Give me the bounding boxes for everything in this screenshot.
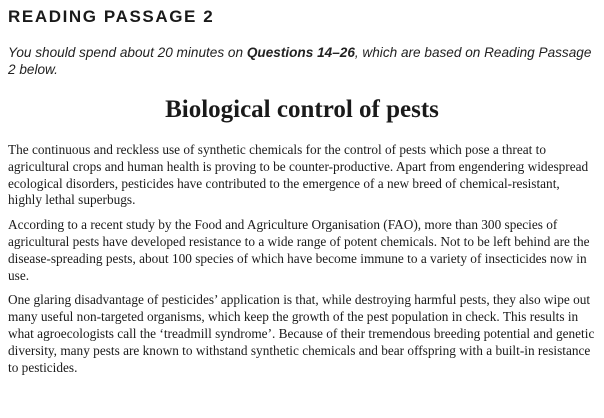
section-heading: READING PASSAGE 2	[8, 7, 215, 26]
instructions-text: You should spend about 20 minutes on Que…	[8, 44, 596, 78]
instructions-before: You should spend about 20 minutes on	[8, 45, 247, 60]
passage-paragraph-3: One glaring disadvantage of pesticides’ …	[8, 292, 595, 375]
passage-paragraph-2: According to a recent study by the Food …	[8, 217, 590, 283]
instructions-after: , which are based on Reading Passage 2 b…	[8, 45, 592, 77]
instructions-questions: Questions 14–26	[246, 45, 355, 60]
passage-paragraph-1: The continuous and reckless use of synth…	[8, 142, 589, 208]
passage-title: Biological control of pests	[165, 96, 439, 123]
